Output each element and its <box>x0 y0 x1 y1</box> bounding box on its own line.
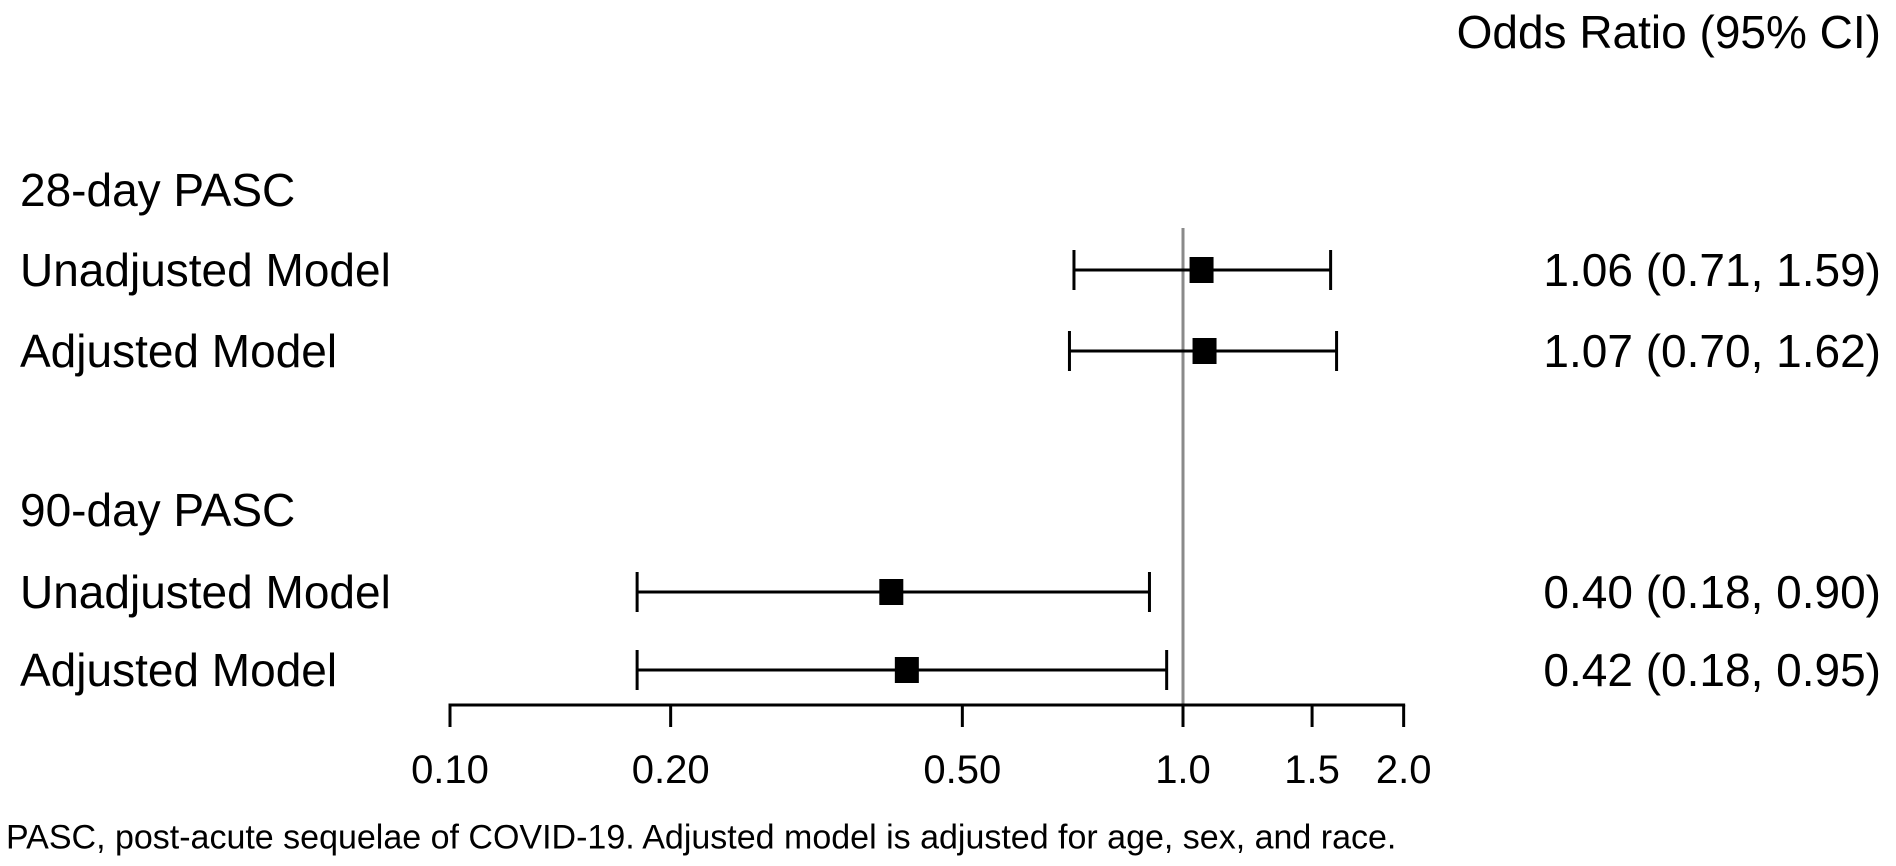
row-label-28d-unadjusted: Unadjusted Model <box>20 244 391 296</box>
x-tick-label: 0.10 <box>411 748 489 792</box>
or-marker-28d-adjusted <box>1192 338 1217 364</box>
group-label-28-day-pasc: 28-day PASC <box>20 164 296 216</box>
footnote: PASC, post-acute sequelae of COVID-19. A… <box>6 818 1397 857</box>
row-label-90d-unadjusted: Unadjusted Model <box>20 566 391 618</box>
row-label-90d-adjusted: Adjusted Model <box>20 644 338 696</box>
x-tick-label: 1.5 <box>1284 748 1340 792</box>
x-tick-label: 2.0 <box>1376 748 1432 792</box>
or-value-28d-unadjusted: 1.06 (0.71, 1.59) <box>1543 244 1881 296</box>
or-marker-28d-unadjusted <box>1189 257 1214 283</box>
row-label-28d-adjusted: Adjusted Model <box>20 325 338 377</box>
or-value-90d-adjusted: 0.42 (0.18, 0.95) <box>1543 644 1881 696</box>
or-marker-90d-adjusted <box>894 657 919 683</box>
or-value-90d-unadjusted: 0.40 (0.18, 0.90) <box>1543 566 1881 618</box>
or-value-28d-adjusted: 1.07 (0.70, 1.62) <box>1543 325 1881 377</box>
x-tick-label: 0.20 <box>632 748 710 792</box>
x-tick-label: 0.50 <box>923 748 1001 792</box>
group-label-90-day-pasc: 90-day PASC <box>20 484 296 536</box>
x-tick-label: 1.0 <box>1155 748 1211 792</box>
or-marker-90d-unadjusted <box>879 579 904 605</box>
odds-ratio-column-header: Odds Ratio (95% CI) <box>1456 6 1881 58</box>
